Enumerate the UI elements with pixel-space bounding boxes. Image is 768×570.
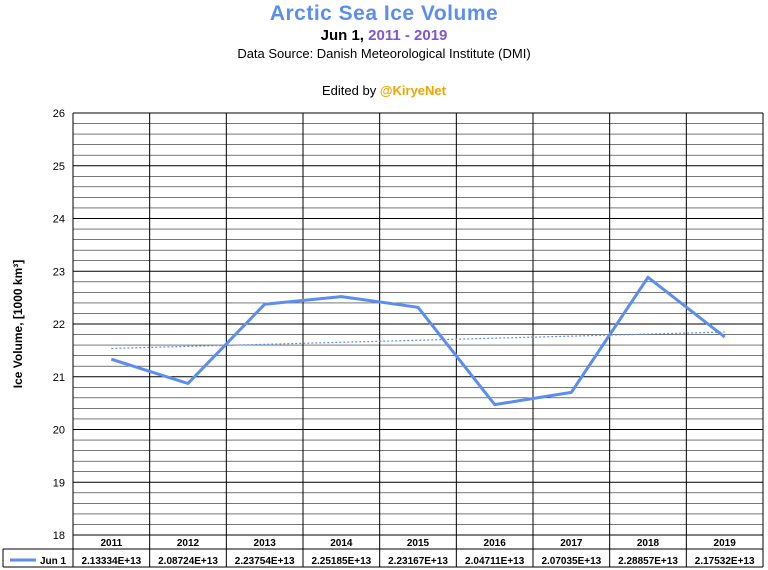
table-value-cell: 2.08724E+13 [158, 556, 218, 567]
table-value-cell: 2.07035E+13 [541, 556, 601, 567]
chart-title: Arctic Sea Ice Volume [269, 2, 499, 25]
y-tick-label: 23 [53, 266, 65, 278]
y-tick-label: 22 [53, 319, 65, 331]
edited-by: Edited by @KiryeNet [0, 83, 768, 98]
y-tick-label: 25 [53, 161, 65, 173]
subtitle-years: 2011 - 2019 [368, 27, 448, 44]
x-tick-label: 2013 [254, 538, 277, 549]
table-value-cell: 2.04711E+13 [465, 556, 525, 567]
y-tick-label: 19 [53, 477, 65, 489]
y-tick-label: 20 [53, 425, 65, 437]
legend-series-name: Jun 1 [40, 556, 67, 567]
x-tick-label: 2012 [177, 538, 200, 549]
y-tick-label: 24 [53, 214, 65, 226]
table-value-cell: 2.28857E+13 [618, 556, 678, 567]
data-source: Data Source: Danish Meteorological Insti… [237, 46, 531, 61]
table-value-cell: 2.13334E+13 [81, 556, 141, 567]
table-value-cell: 2.23754E+13 [235, 556, 295, 567]
table-value-cell: 2.23167E+13 [388, 556, 448, 567]
x-tick-label: 2017 [560, 538, 583, 549]
x-tick-label: 2019 [714, 538, 737, 549]
x-tick-label: 2018 [637, 538, 660, 549]
series-line-jun-1 [110, 275, 726, 407]
y-tick-label: 21 [53, 372, 65, 384]
chart-subtitle: Jun 1, 2011 - 2019 [0, 27, 768, 44]
table-value-cell: 2.25185E+13 [311, 556, 371, 567]
table-value-cell: 2.17532E+13 [695, 556, 755, 567]
y-axis-label: Ice Volume, [1000 km³] [11, 260, 25, 389]
edited-handle: @KiryeNet [379, 83, 446, 98]
x-tick-label: 2016 [484, 538, 507, 549]
subtitle-date: Jun 1, [320, 27, 364, 44]
x-tick-label: 2014 [330, 538, 353, 549]
y-tick-label: 26 [53, 108, 65, 120]
y-tick-label: 18 [53, 530, 65, 542]
x-tick-label: 2015 [407, 538, 430, 549]
edited-prefix: Edited by [322, 83, 377, 98]
x-tick-label: 2011 [100, 538, 122, 549]
